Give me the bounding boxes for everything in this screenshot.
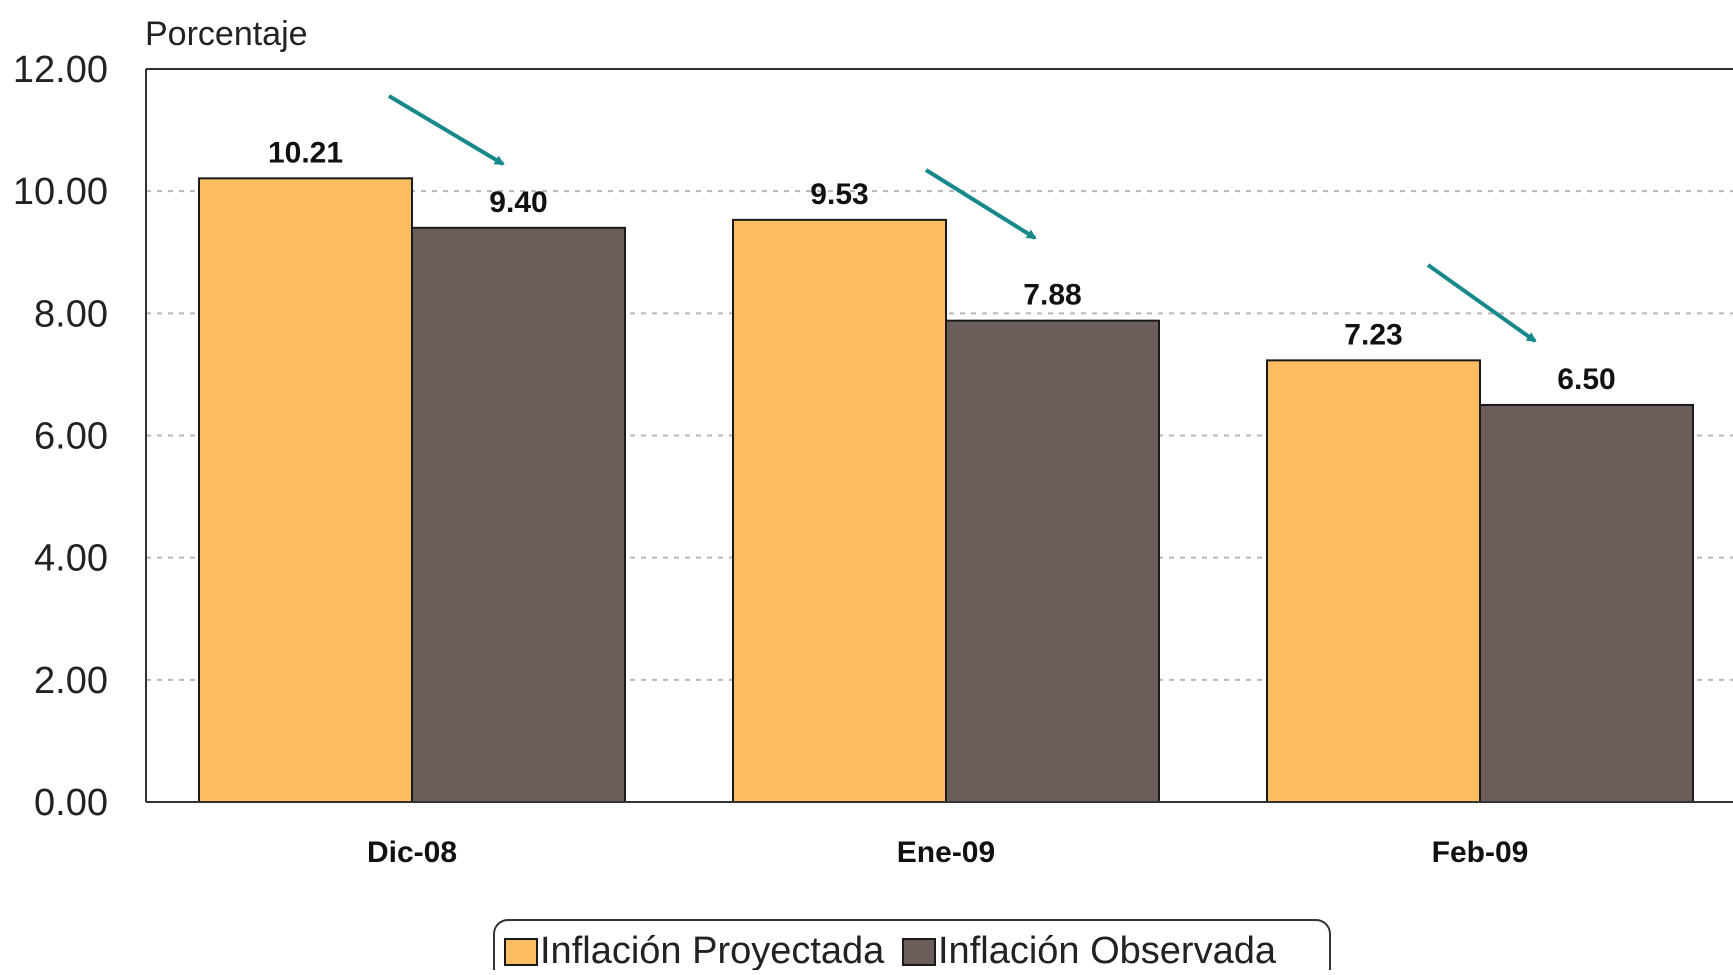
legend-label: Inflación Observada [938,930,1277,970]
x-category-label: Ene-09 [897,836,995,869]
legend-swatch [902,938,936,966]
y-tick-label: 8.00 [34,293,108,335]
y-tick-label: 4.00 [34,538,108,580]
axes: 0.00 2.00 4.00 6.00 8.00 10.00 12.00 Porcentaje… [13,15,1733,869]
legend-label: Inflación Proyectada [540,930,885,970]
bar [411,226,626,804]
legend: Inflación Proyectada Inflación Observada [493,919,1331,975]
x-category-label: Dic-08 [367,836,457,869]
trend-arrow [924,168,1037,240]
bar-value-label: 9.53 [810,178,868,211]
bar [1266,359,1481,803]
bar-value-label: 6.50 [1557,363,1615,396]
data-labels: 10.21 9.40 9.53 7.88 7.23 6.50 [268,136,1616,396]
bar-value-label: 7.88 [1023,279,1081,312]
trend-arrow [387,94,505,166]
y-tick-label: 2.00 [34,660,108,702]
y-tick-label: 10.00 [13,171,108,213]
trend-arrow [1426,263,1537,343]
bar-value-label: 9.40 [489,186,547,219]
bar [732,218,947,803]
bar-value-label: 7.23 [1344,318,1402,351]
x-category-label: Feb-09 [1432,836,1529,869]
y-tick-label: 12.00 [13,49,108,91]
bar-value-label: 10.21 [268,136,343,169]
bar [198,177,413,803]
y-tick-label: 6.00 [34,416,108,458]
y-axis-label: Porcentaje [145,15,308,53]
annotation-arrows [387,94,1537,343]
bar [945,319,1160,803]
bars [198,177,1694,804]
y-tick-label: 0.00 [34,782,108,824]
legend-swatch [504,938,538,966]
bar [1479,403,1694,803]
